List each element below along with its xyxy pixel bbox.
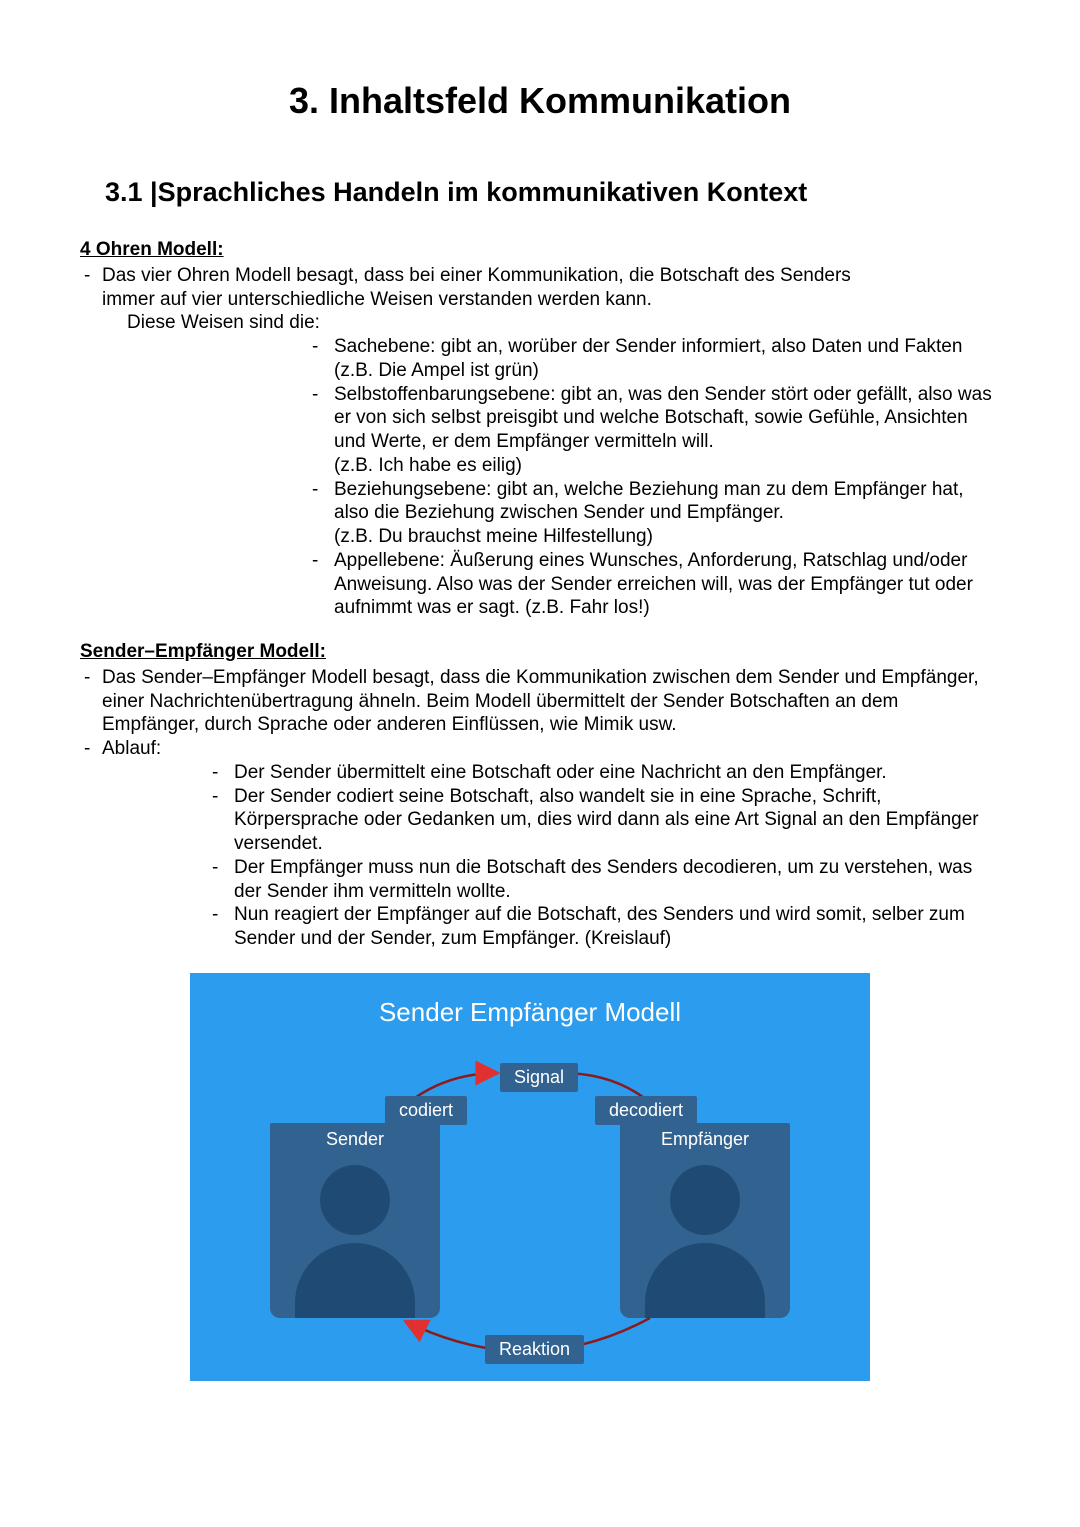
reaktion-label: Reaktion [485,1335,584,1364]
person-icon [320,1165,390,1235]
diagram-title: Sender Empfänger Modell [190,997,870,1028]
list-item: Der Empfänger muss nun die Botschaft des… [212,856,1000,904]
intro-text: immer auf vier unterschiedliche Weisen v… [102,289,652,310]
list-item: Sachebene: gibt an, worüber der Sender i… [312,335,1000,383]
list-item: Der Sender codiert seine Botschaft, also… [212,785,1000,856]
person-icon [295,1243,415,1318]
list-item: Das Sender–Empfänger Modell besagt, dass… [80,666,1000,737]
list-item: Der Sender übermittelt eine Botschaft od… [212,761,1000,785]
person-icon [645,1243,765,1318]
intro-text: Das vier Ohren Modell besagt, dass bei e… [102,265,851,286]
signal-label: Signal [500,1063,578,1092]
ablauf-label: Ablauf: [102,738,161,759]
sender-receiver-diagram: Sender Empfänger Modell Signal codiert d… [190,973,1000,1381]
list-item: Beziehungsebene: gibt an, welche Beziehu… [312,478,1000,549]
list-item: Selbstoffenbarungsebene: gibt an, was de… [312,383,1000,478]
codiert-label: codiert [385,1096,467,1125]
section-subtitle: 3.1 |Sprachliches Handeln im kommunikati… [105,177,1000,208]
person-icon [670,1165,740,1235]
four-ears-heading: 4 Ohren Modell: [80,238,1000,262]
list-item: Das vier Ohren Modell besagt, dass bei e… [80,264,1000,620]
intro-text: Das Sender–Empfänger Modell besagt, dass… [102,667,979,736]
intro-text: Diese Weisen sind die: [127,312,320,333]
list-item: Appellebene: Äußerung eines Wunsches, An… [312,549,1000,620]
list-item: Nun reagiert der Empfänger auf die Botsc… [212,903,1000,951]
page-title: 3. Inhaltsfeld Kommunikation [80,80,1000,122]
sender-receiver-heading: Sender–Empfänger Modell: [80,640,1000,664]
empfaenger-label: Empfänger [620,1123,790,1156]
list-item: Ablauf: Der Sender übermittelt eine Bots… [80,737,1000,951]
decodiert-label: decodiert [595,1096,697,1125]
sender-label: Sender [270,1123,440,1156]
